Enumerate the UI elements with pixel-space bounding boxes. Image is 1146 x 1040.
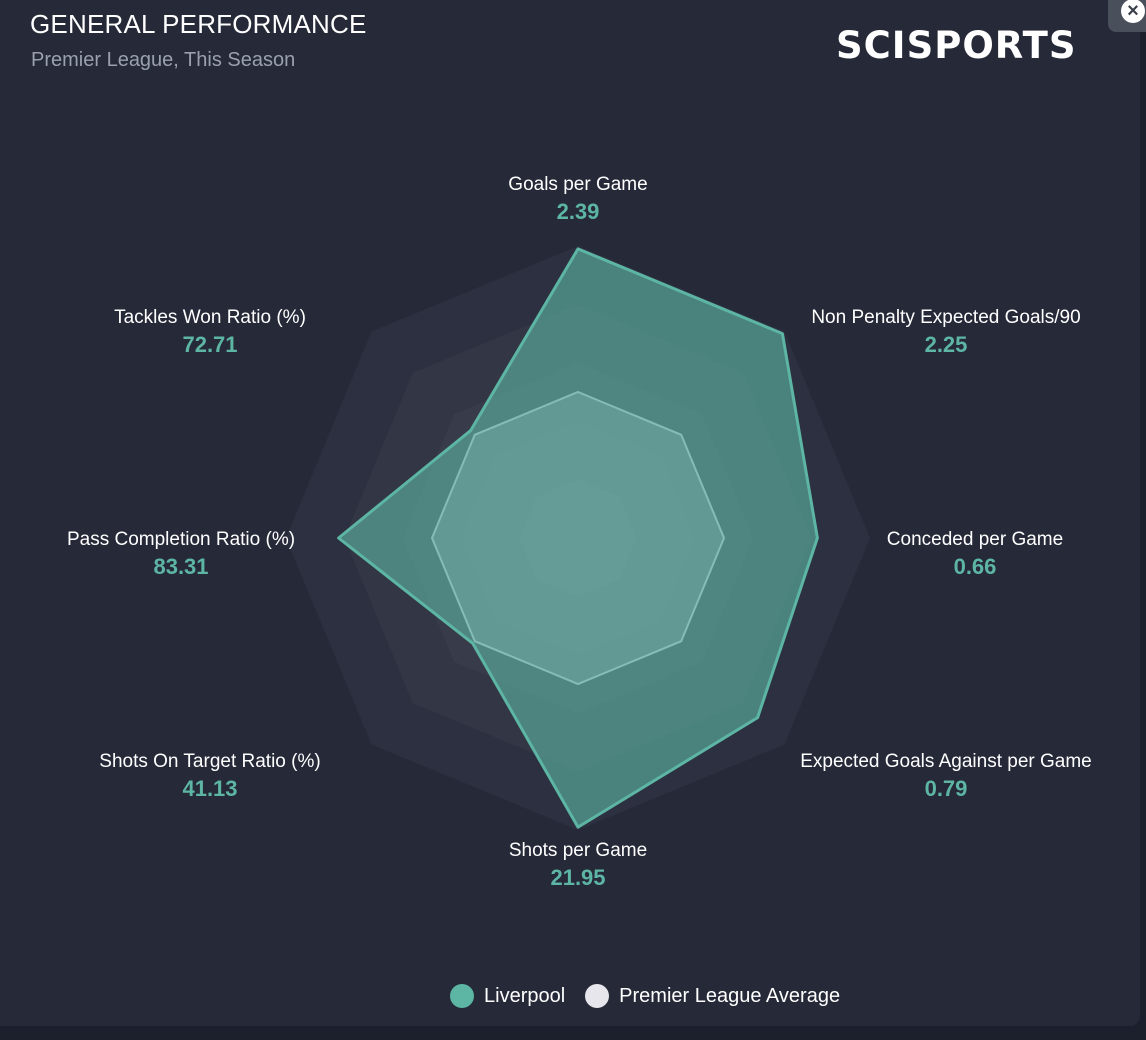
scisports-logo: SCISPORTS (836, 24, 1077, 67)
legend-item-average[interactable]: Premier League Average (585, 984, 840, 1008)
legend-dot-liverpool (450, 984, 474, 1008)
axis-label-1: Non Penalty Expected Goals/90 (811, 307, 1080, 328)
legend-dot-average (585, 984, 610, 1008)
axis-label-0: Goals per Game (508, 174, 647, 195)
chart-subtitle: Premier League, This Season (31, 49, 296, 71)
axis-label-3: Expected Goals Against per Game (800, 751, 1092, 772)
axis-label-4: Shots per Game (509, 840, 647, 861)
axis-value-6: 83.31 (153, 554, 208, 579)
series-liverpool[interactable] (337, 247, 819, 829)
axis-label-5: Shots On Target Ratio (%) (99, 751, 320, 772)
axis-value-3: 0.79 (925, 776, 968, 801)
legend: Liverpool Premier League Average (450, 984, 860, 1008)
axis-label-6: Pass Completion Ratio (%) (67, 529, 295, 550)
chart-title: GENERAL PERFORMANCE (30, 9, 367, 39)
axis-label-2: Conceded per Game (887, 529, 1063, 550)
axis-value-0: 2.39 (557, 199, 600, 224)
radar-labels: Goals per Game 2.39 Non Penalty Expected G… (67, 174, 1092, 890)
axis-value-1: 2.25 (925, 332, 968, 357)
axis-value-2: 0.66 (954, 554, 997, 579)
axis-value-7: 72.71 (182, 332, 237, 357)
radar-series (337, 247, 819, 829)
legend-label-liverpool: Liverpool (484, 984, 566, 1007)
axis-value-5: 41.13 (182, 776, 237, 801)
close-icon: × (1121, 0, 1145, 23)
legend-label-average: Premier League Average (619, 984, 841, 1007)
close-button[interactable]: × (1108, 0, 1146, 32)
legend-item-liverpool[interactable]: Liverpool (450, 984, 565, 1008)
axis-value-4: 21.95 (550, 865, 605, 890)
axis-label-7: Tackles Won Ratio (%) (114, 307, 306, 328)
